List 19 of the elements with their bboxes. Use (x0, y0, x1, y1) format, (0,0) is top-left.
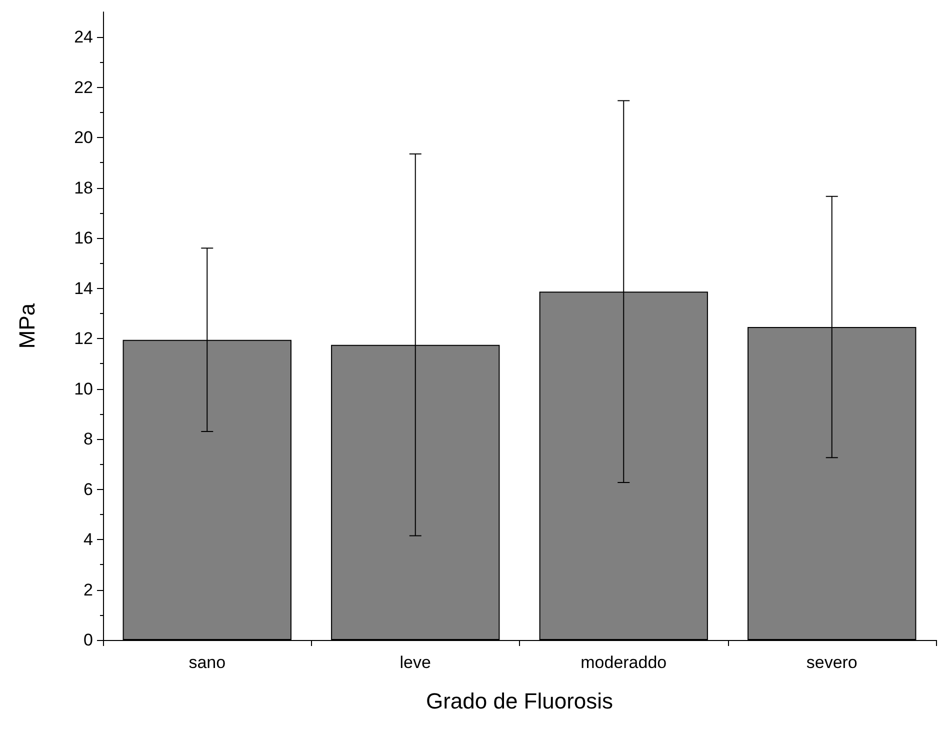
x-tick-label: severo (806, 653, 858, 672)
y-tick-label: 0 (84, 630, 93, 650)
y-tick-label: 22 (74, 78, 93, 97)
y-tick-label: 20 (74, 128, 93, 148)
y-tick-label: 24 (74, 28, 93, 47)
x-axis-title: Grado de Fluorosis (426, 688, 614, 714)
y-tick-label: 6 (84, 480, 93, 499)
x-tick-label: sano (188, 653, 226, 672)
y-tick-label: 10 (74, 379, 93, 398)
y-tick-label: 14 (74, 278, 93, 298)
y-tick-label: 4 (84, 530, 93, 550)
y-tick-label: 16 (74, 228, 93, 248)
y-tick-label: 2 (84, 580, 93, 600)
y-tick-label: 8 (84, 430, 93, 449)
x-tick-label: moderaddo (580, 653, 667, 672)
x-tick-label: leve (400, 653, 431, 672)
y-axis-title: MPa (14, 302, 40, 349)
y-tick-label: 18 (74, 178, 93, 198)
y-tick-label: 12 (74, 329, 93, 348)
